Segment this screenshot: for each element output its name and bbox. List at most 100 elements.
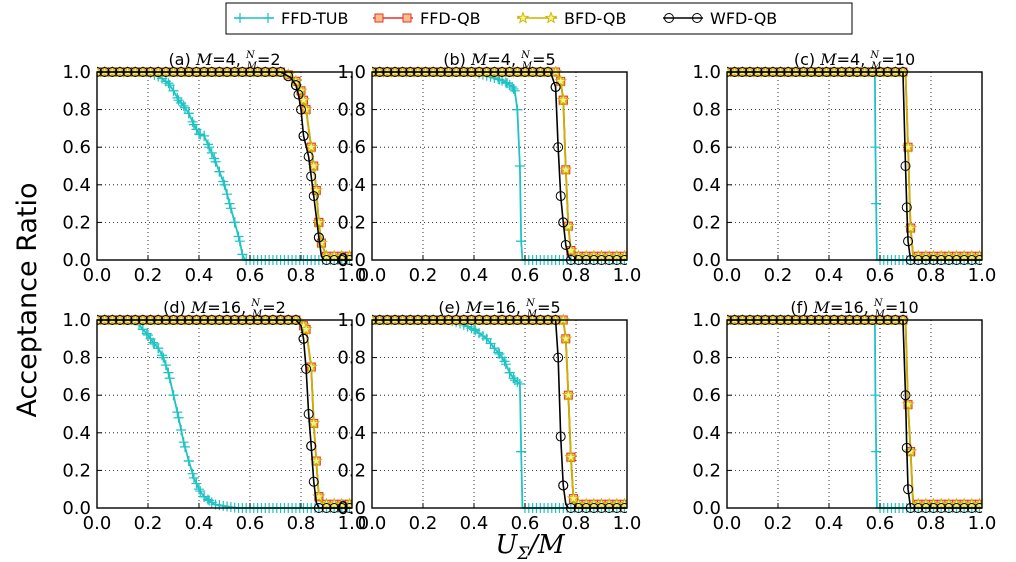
y-tick-label: 0.6 — [62, 137, 91, 158]
series-line-bfd-qb — [372, 71, 627, 258]
x-tick-label: 0.4 — [185, 265, 214, 286]
data-point-ffd-tub — [172, 407, 183, 418]
panel-b: 0.0 0.2 0.4 0.6 0.8 1.00.00.20.40.60.81.0(b) … — [337, 50, 641, 286]
data-point-ffd-tub — [178, 100, 189, 111]
data-point-ffd-tub — [163, 78, 174, 89]
data-point-ffd-tub — [214, 166, 225, 177]
y-tick-label: 0.2 — [62, 460, 91, 481]
data-point-wfd-qb — [903, 236, 914, 247]
data-point-wfd-qb — [290, 80, 301, 91]
series-line-wfd-qb — [727, 319, 982, 509]
data-point-bfd-qb — [312, 215, 326, 228]
data-point-ffd-tub — [176, 424, 187, 435]
y-tick-label: 0.6 — [692, 385, 721, 406]
legend-label: FFD-TUB — [281, 9, 349, 28]
data-point-bfd-qb — [561, 219, 575, 232]
series-line-bfd-qb — [372, 319, 627, 506]
data-point-ffd-tub — [173, 412, 184, 423]
data-point-wfd-qb — [308, 476, 319, 487]
series-line-bfd-qb — [727, 319, 982, 506]
data-point-ffd-tub — [204, 142, 215, 153]
plot-frame — [726, 71, 983, 261]
panel-e: 0.0 0.2 0.4 0.6 0.8 1.00.00.20.40.60.81.0(e) … — [337, 298, 641, 534]
y-tick-label: 0.6 — [62, 385, 91, 406]
data-point-bfd-qb — [559, 162, 573, 176]
data-point-wfd-qb — [901, 202, 912, 213]
y-tick-label: 0.0 — [337, 498, 366, 519]
data-point-wfd-qb — [303, 151, 314, 162]
data-point-wfd-qb — [900, 161, 911, 171]
x-tick-label: 1.0 — [968, 265, 997, 286]
y-tick-label: 0.4 — [337, 423, 366, 444]
data-point-ffd-tub — [494, 348, 505, 359]
data-point-bfd-qb — [554, 74, 568, 87]
x-tick-label: 0.0 — [713, 513, 742, 534]
x-tick-label: 0.0 — [358, 513, 387, 534]
data-point-wfd-qb — [308, 191, 319, 202]
y-tick-label: 1.0 — [692, 62, 721, 83]
data-point-ffd-tub — [509, 85, 520, 96]
legend-marker — [544, 11, 558, 24]
x-tick-label: 0.0 — [83, 513, 112, 534]
series-line-ffd-tub — [727, 71, 982, 261]
y-tick-label: 0.2 — [337, 460, 366, 481]
data-point-ffd-tub — [489, 343, 500, 354]
panel-c: 0.0 0.2 0.4 0.6 0.8 1.0 0.0 0.2 0.4 0.6 0.8 1.0 (c) … — [692, 50, 996, 286]
series-line-bfd-qb — [727, 71, 982, 258]
y-tick-label: 1.0 — [692, 310, 721, 331]
data-point-ffd-tub — [153, 343, 164, 354]
data-point-ffd-tub — [233, 231, 244, 242]
data-point-wfd-qb — [306, 171, 317, 182]
series-line-ffd-qb — [727, 319, 982, 506]
x-tick-label: 0.2 — [409, 513, 438, 534]
data-point-wfd-qb — [298, 130, 309, 141]
data-point-ffd-tub — [137, 324, 148, 335]
data-point-ffd-tub — [164, 80, 175, 91]
series-line-ffd-qb — [372, 71, 627, 258]
x-tick-label: 0.4 — [815, 265, 844, 286]
data-point-ffd-tub — [502, 78, 513, 89]
series-group — [97, 66, 352, 265]
x-tick-label: 0.8 — [287, 265, 316, 286]
panel-f: 0.0 0.2 0.4 0.6 0.8 1.0 0.0 0.2 0.4 0.6 0.8 1.0 (f) … — [692, 298, 996, 534]
plot-frame — [726, 319, 983, 509]
panel-title: (a) M=4, N M=2 — [168, 50, 280, 72]
data-point-ffd-tub — [164, 373, 175, 384]
data-point-bfd-qb — [304, 360, 318, 373]
data-point-wfd-qb — [313, 232, 324, 243]
y-tick-label: 1.0 — [62, 310, 91, 331]
x-tick-label: 1.0 — [613, 513, 642, 534]
data-point-ffd-tub — [871, 198, 882, 209]
x-tick-label: 0.0 — [83, 265, 112, 286]
data-point-bfd-qb — [564, 450, 578, 463]
panel-title: (b) M=4, N M=5 — [443, 50, 555, 72]
x-tick-label: 1.0 — [338, 513, 367, 534]
x-tick-label: 0.6 — [236, 265, 265, 286]
series-line-wfd-qb — [372, 71, 627, 261]
data-point-bfd-qb — [561, 388, 575, 401]
y-tick-label: 0.8 — [62, 100, 91, 121]
data-point-wfd-qb — [553, 352, 564, 363]
y-tick-label: 0.4 — [62, 423, 91, 444]
series-line-wfd-qb — [97, 319, 352, 509]
data-point-ffd-tub — [871, 446, 882, 457]
data-point-ffd-tub — [499, 356, 510, 367]
data-point-ffd-tub — [508, 83, 519, 94]
data-point-ffd-tub — [160, 360, 171, 371]
data-point-ffd-tub — [234, 236, 245, 247]
series-group — [372, 66, 627, 265]
data-point-wfd-qb — [560, 239, 571, 250]
legend-marker — [374, 13, 384, 23]
data-point-bfd-qb — [904, 221, 918, 234]
x-tick-label: 0.6 — [511, 265, 540, 286]
plot-frame — [371, 71, 628, 261]
y-tick-label: 0.8 — [62, 348, 91, 369]
legend-marker — [235, 13, 245, 23]
data-point-ffd-tub — [143, 330, 153, 341]
data-point-ffd-tub — [219, 179, 230, 190]
data-point-bfd-qb — [566, 491, 580, 505]
data-point-ffd-tub — [229, 217, 240, 228]
data-point-ffd-tub — [504, 367, 515, 378]
data-point-ffd-tub — [209, 153, 220, 164]
